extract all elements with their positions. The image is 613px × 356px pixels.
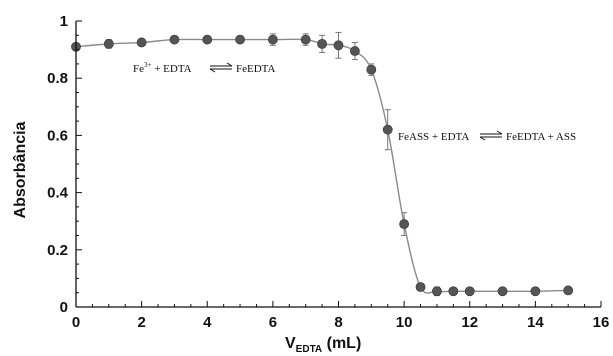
data-point (382, 124, 393, 135)
annotation-feass-edta: FeASS + EDTA FeEDTA + ASS (398, 130, 576, 143)
x-axis-title: VEDTA (mL) (285, 335, 361, 355)
svg-text:Fe3+ + EDTA: Fe3+ + EDTA (133, 61, 192, 75)
data-point (464, 286, 475, 297)
data-point (235, 34, 245, 45)
data-point (169, 34, 180, 45)
data-point (333, 40, 344, 51)
x-tick-label: 6 (269, 314, 277, 331)
x-tick-label: 12 (461, 314, 478, 331)
x-tick-label: 16 (593, 314, 610, 331)
svg-text:FeASS + EDTA: FeASS + EDTA (398, 131, 469, 143)
data-point (317, 38, 327, 49)
data-point (300, 34, 311, 45)
data-point (415, 282, 426, 292)
equilibrium-arrow-icon (479, 130, 503, 141)
x-tick-label: 4 (203, 314, 212, 331)
data-point (399, 219, 410, 229)
svg-text:FeEDTA: FeEDTA (236, 63, 276, 75)
x-tick-label: 14 (527, 314, 544, 331)
y-axis-ticks: 0 0.2 0.4 0.6 0.8 1 (47, 13, 82, 316)
data-point (563, 285, 574, 296)
data-point (366, 64, 377, 75)
equilibrium-arrow-icon (209, 62, 233, 73)
y-tick-label: 0.2 (47, 242, 68, 259)
x-axis-title-unit: (mL) (327, 335, 362, 352)
data-point (530, 286, 541, 297)
data-point (432, 286, 442, 297)
x-axis-ticks: 0 2 4 6 8 10 12 14 16 (72, 301, 610, 331)
y-tick-label: 0.6 (47, 127, 68, 144)
data-point (136, 37, 147, 48)
data-points (71, 34, 574, 297)
data-point (350, 46, 360, 56)
svg-text:FeEDTA + ASS: FeEDTA + ASS (506, 131, 576, 143)
data-point (448, 286, 459, 297)
y-axis-title: Absorbância (12, 121, 29, 218)
y-tick-label: 0.8 (47, 70, 68, 87)
data-point (103, 38, 114, 49)
x-axis-title-subscript: EDTA (296, 344, 322, 355)
x-tick-label: 0 (72, 314, 80, 331)
x-tick-label: 2 (137, 314, 145, 331)
y-tick-label: 0 (60, 299, 68, 316)
x-tick-label: 8 (334, 314, 342, 331)
annotation-fe-edta: Fe3+ + EDTA FeEDTA (133, 61, 276, 75)
error-bars (73, 31, 572, 297)
x-tick-label: 10 (396, 314, 413, 331)
data-point (497, 286, 508, 297)
x-axis-title-main: V (285, 335, 296, 352)
data-point (202, 34, 213, 45)
y-tick-label: 0.4 (47, 185, 69, 202)
data-point (267, 34, 278, 45)
fit-curve (75, 38, 569, 294)
y-tick-label: 1 (60, 13, 68, 30)
